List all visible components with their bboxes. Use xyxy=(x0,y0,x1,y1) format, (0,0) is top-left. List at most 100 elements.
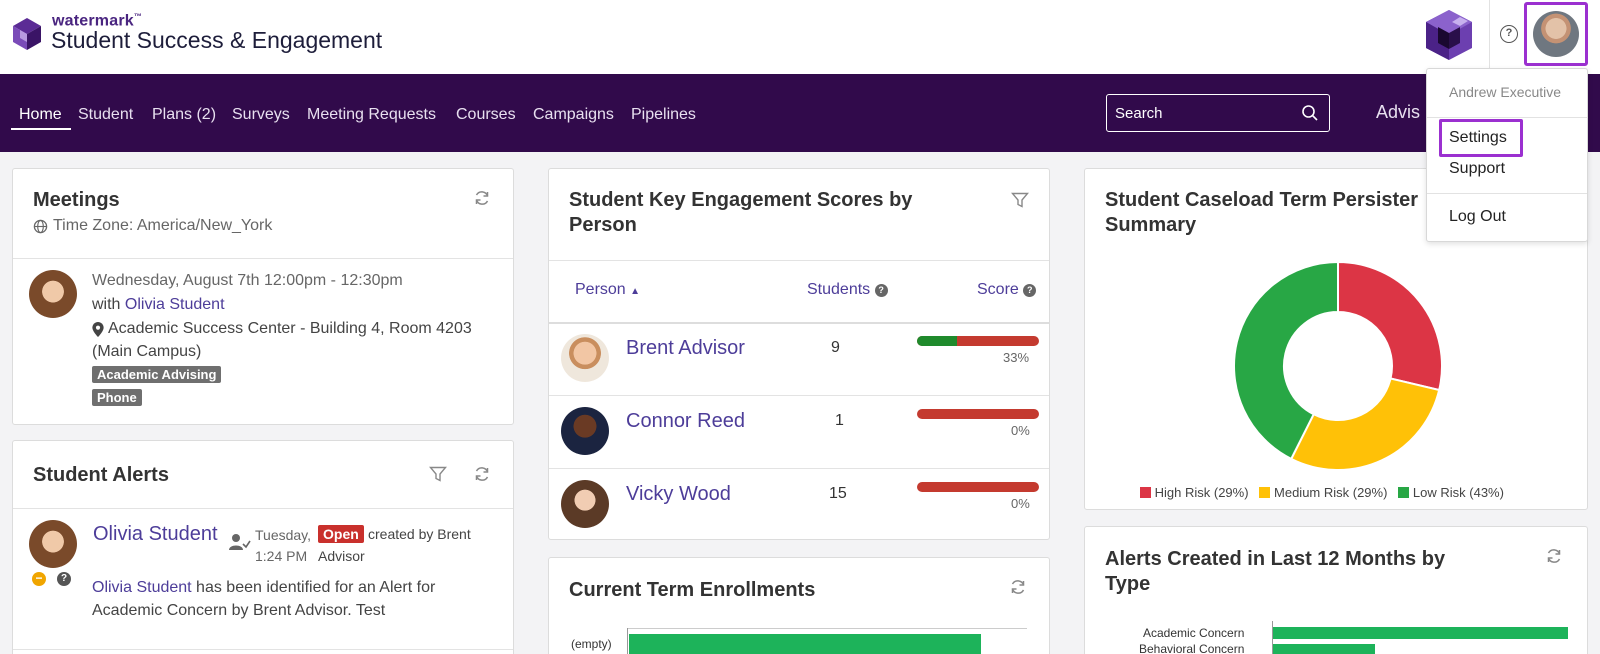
question-status-icon: ? xyxy=(57,572,71,586)
tag-badge: Academic Advising xyxy=(92,366,222,383)
students-column-header[interactable]: Students ? xyxy=(807,281,888,299)
persistence-title: Student Caseload Term Persister xyxy=(1105,189,1419,211)
avatar xyxy=(1533,11,1579,57)
score-bar xyxy=(917,336,1039,346)
nav-right-text[interactable]: Advis xyxy=(1376,102,1421,122)
meeting-with-label: with xyxy=(92,296,121,313)
person-photo xyxy=(561,334,609,382)
student-count: 9 xyxy=(831,339,840,356)
person-name-link[interactable]: Vicky Wood xyxy=(626,483,731,505)
score-header-label: Score xyxy=(977,281,1019,298)
divider xyxy=(13,258,513,259)
nav-item-student[interactable]: Student xyxy=(78,106,134,123)
alerts-title: Student Alerts xyxy=(33,464,169,486)
alert-desc-student-link[interactable]: Olivia Student xyxy=(92,579,192,596)
person-header-label: Person xyxy=(575,281,626,298)
alert-type-bar[interactable] xyxy=(1273,644,1375,654)
students-header-label: Students xyxy=(807,281,871,298)
filter-icon[interactable] xyxy=(429,465,447,483)
search-icon[interactable] xyxy=(1301,104,1319,122)
divider xyxy=(13,649,513,650)
meeting-datetime: Wednesday, August 7th 12:00pm - 12:30pm xyxy=(92,272,403,289)
donut-slice-0[interactable] xyxy=(1337,260,1443,392)
score-bar xyxy=(917,409,1039,419)
user-avatar-button[interactable] xyxy=(1524,2,1588,66)
globe-icon xyxy=(33,219,48,234)
nav-item-home[interactable]: Home xyxy=(19,106,62,123)
refresh-icon[interactable] xyxy=(473,189,491,207)
active-tab-indicator xyxy=(11,128,71,130)
nav-item-pipelines[interactable]: Pipelines xyxy=(631,106,696,123)
alert-type-bar[interactable] xyxy=(1273,627,1568,639)
donut-slice-1[interactable] xyxy=(1289,377,1441,471)
student-alerts-card: Student Alerts − ? Olivia Student Tuesda… xyxy=(12,440,514,654)
alert-type-label: Academic Concern xyxy=(1143,626,1245,640)
legend-swatch-medium xyxy=(1259,487,1271,498)
info-icon[interactable]: ? xyxy=(1023,284,1037,297)
user-dropdown-menu: Andrew Executive Settings Support Log Ou… xyxy=(1426,68,1588,242)
cube-logo-icon xyxy=(1426,10,1472,60)
settings-highlight xyxy=(1439,119,1523,157)
chart-gridline xyxy=(627,628,1027,629)
nav-item-campaigns[interactable]: Campaigns xyxy=(533,106,614,123)
donut-slice-2[interactable] xyxy=(1233,260,1339,461)
divider xyxy=(13,508,513,509)
alert-student-link[interactable]: Olivia Student xyxy=(93,523,218,545)
alert-description: Olivia Student has been identified for a… xyxy=(92,579,435,597)
filter-icon[interactable] xyxy=(1011,191,1029,209)
alert-created-by-name: Advisor xyxy=(318,548,365,564)
info-icon[interactable]: ? xyxy=(874,284,888,297)
alert-day: Tuesday, xyxy=(255,527,312,543)
meetings-title: Meetings xyxy=(33,189,120,211)
persistence-donut-chart[interactable] xyxy=(1231,259,1445,473)
settings-menu-item[interactable]: Settings xyxy=(1449,129,1507,146)
person-column-header[interactable]: Person ▲ xyxy=(575,281,640,299)
enrollment-bar[interactable] xyxy=(629,634,981,654)
refresh-icon[interactable] xyxy=(1545,547,1563,565)
nav-item-courses[interactable]: Courses xyxy=(456,106,516,123)
divider xyxy=(549,260,1049,261)
brand-company: watermark™ xyxy=(52,12,143,30)
person-name-link[interactable]: Brent Advisor xyxy=(626,337,745,359)
person-photo xyxy=(561,407,609,455)
nav-item-meeting-requests[interactable]: Meeting Requests xyxy=(307,106,436,123)
watermark-logo-icon xyxy=(13,18,41,50)
engagement-scores-card: Student Key Engagement Scores by Person … xyxy=(548,168,1050,540)
refresh-icon[interactable] xyxy=(1009,578,1027,596)
logout-menu-item[interactable]: Log Out xyxy=(1449,208,1506,225)
sort-ascending-icon: ▲ xyxy=(630,286,641,297)
score-label: 0% xyxy=(1011,423,1030,438)
person-name-link[interactable]: Connor Reed xyxy=(626,410,745,432)
chart-axis xyxy=(627,628,628,654)
alert-description-line2: Academic Concern by Brent Advisor. Test xyxy=(92,602,386,619)
score-label: 33% xyxy=(1003,350,1030,365)
search-box[interactable] xyxy=(1106,94,1330,132)
meeting-tag: Phone xyxy=(92,389,142,407)
score-column-header[interactable]: Score ? xyxy=(977,281,1037,299)
enrollment-category-label: (empty) xyxy=(571,637,612,651)
refresh-icon[interactable] xyxy=(473,465,491,483)
student-count: 15 xyxy=(829,485,847,502)
help-icon[interactable]: ? xyxy=(1500,25,1518,43)
main-nav: Home Student Plans (2) Surveys Meeting R… xyxy=(0,74,1600,152)
chart-legend: High Risk (29%) Medium Risk (29%) Low Ri… xyxy=(1140,485,1504,500)
support-menu-item[interactable]: Support xyxy=(1449,160,1506,177)
chart-axis xyxy=(1272,621,1273,654)
nav-item-plans[interactable]: Plans (2) xyxy=(152,106,217,123)
tag-badge: Phone xyxy=(92,389,142,406)
score-bar xyxy=(917,482,1039,492)
minus-status-icon: − xyxy=(32,572,46,586)
alert-time: 1:24 PM xyxy=(255,548,308,564)
nav-item-surveys[interactable]: Surveys xyxy=(232,106,290,123)
dropdown-user-name: Andrew Executive xyxy=(1449,84,1562,100)
student-photo xyxy=(29,520,77,568)
score-label: 0% xyxy=(1011,496,1030,511)
alert-desc-text: has been identified for an Alert for xyxy=(191,579,436,596)
search-input[interactable] xyxy=(1115,103,1285,123)
enrollments-card: Current Term Enrollments (empty) xyxy=(548,557,1050,654)
meeting-tag: Academic Advising xyxy=(92,366,222,384)
score-bar-fill xyxy=(917,336,958,346)
meetings-timezone: Time Zone: America/New_York xyxy=(53,217,273,234)
divider xyxy=(549,468,1049,469)
meeting-student-link[interactable]: Olivia Student xyxy=(124,296,225,313)
